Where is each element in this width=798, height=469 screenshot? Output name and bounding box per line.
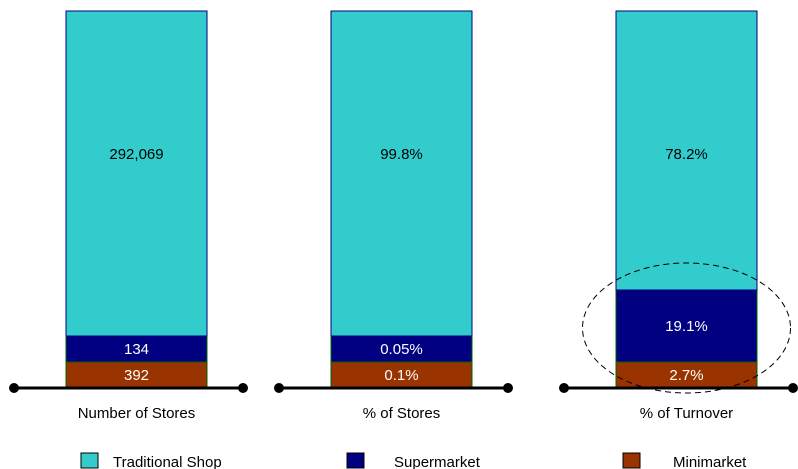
baseline-dot-left-2: [559, 383, 569, 393]
bar-segment-traditional-shop-2: [615, 10, 758, 291]
bars-layer: 392 134 292,069 0.1% 0.05% 99.8% 2.7% 19.1% 78.2…: [65, 10, 758, 389]
bar-segment-minimarket-0: [65, 361, 208, 389]
bar-segment-supermarket-1: [330, 335, 473, 363]
data-label-traditional-shop-1: 99.8%: [380, 146, 423, 163]
bar-segment-traditional-shop-0: [65, 10, 208, 337]
legend-swatch-traditional-shop: [80, 452, 99, 469]
legend-label-traditional-shop: Traditional Shop: [113, 454, 222, 469]
category-label-1: % of Stores: [363, 405, 441, 422]
baseline-dot-right-0: [238, 383, 248, 393]
data-label-traditional-shop-2: 78.2%: [665, 146, 708, 163]
bar-segment-supermarket-2: [615, 289, 758, 363]
legend-label-minimarket: Minimarket: [673, 454, 747, 469]
bar-segment-supermarket-0: [65, 335, 208, 363]
data-label-supermarket-0: 134: [124, 341, 149, 358]
data-label-supermarket-1: 0.05%: [380, 341, 423, 358]
data-label-supermarket-2: 19.1%: [665, 318, 708, 335]
legend-swatch-minimarket: [622, 452, 641, 469]
baseline-dot-left-0: [9, 383, 19, 393]
data-label-minimarket-1: 0.1%: [384, 367, 418, 384]
legend: Traditional Shop Supermarket Minimarket: [80, 452, 747, 469]
data-label-traditional-shop-0: 292,069: [109, 146, 163, 163]
data-label-minimarket-0: 392: [124, 367, 149, 384]
baseline-dot-right-1: [503, 383, 513, 393]
bar-segment-traditional-shop-1: [330, 10, 473, 337]
baseline-dot-left-1: [274, 383, 284, 393]
baseline-dot-right-2: [788, 383, 798, 393]
axis-layer: Number of Stores % of Stores % of Turnover: [9, 262, 798, 422]
category-label-2: % of Turnover: [640, 405, 733, 422]
highlight-ellipse: [582, 262, 791, 394]
data-label-minimarket-2: 2.7%: [669, 367, 703, 384]
legend-label-supermarket: Supermarket: [394, 454, 481, 469]
legend-swatch-supermarket: [346, 452, 365, 469]
category-label-0: Number of Stores: [78, 405, 196, 422]
